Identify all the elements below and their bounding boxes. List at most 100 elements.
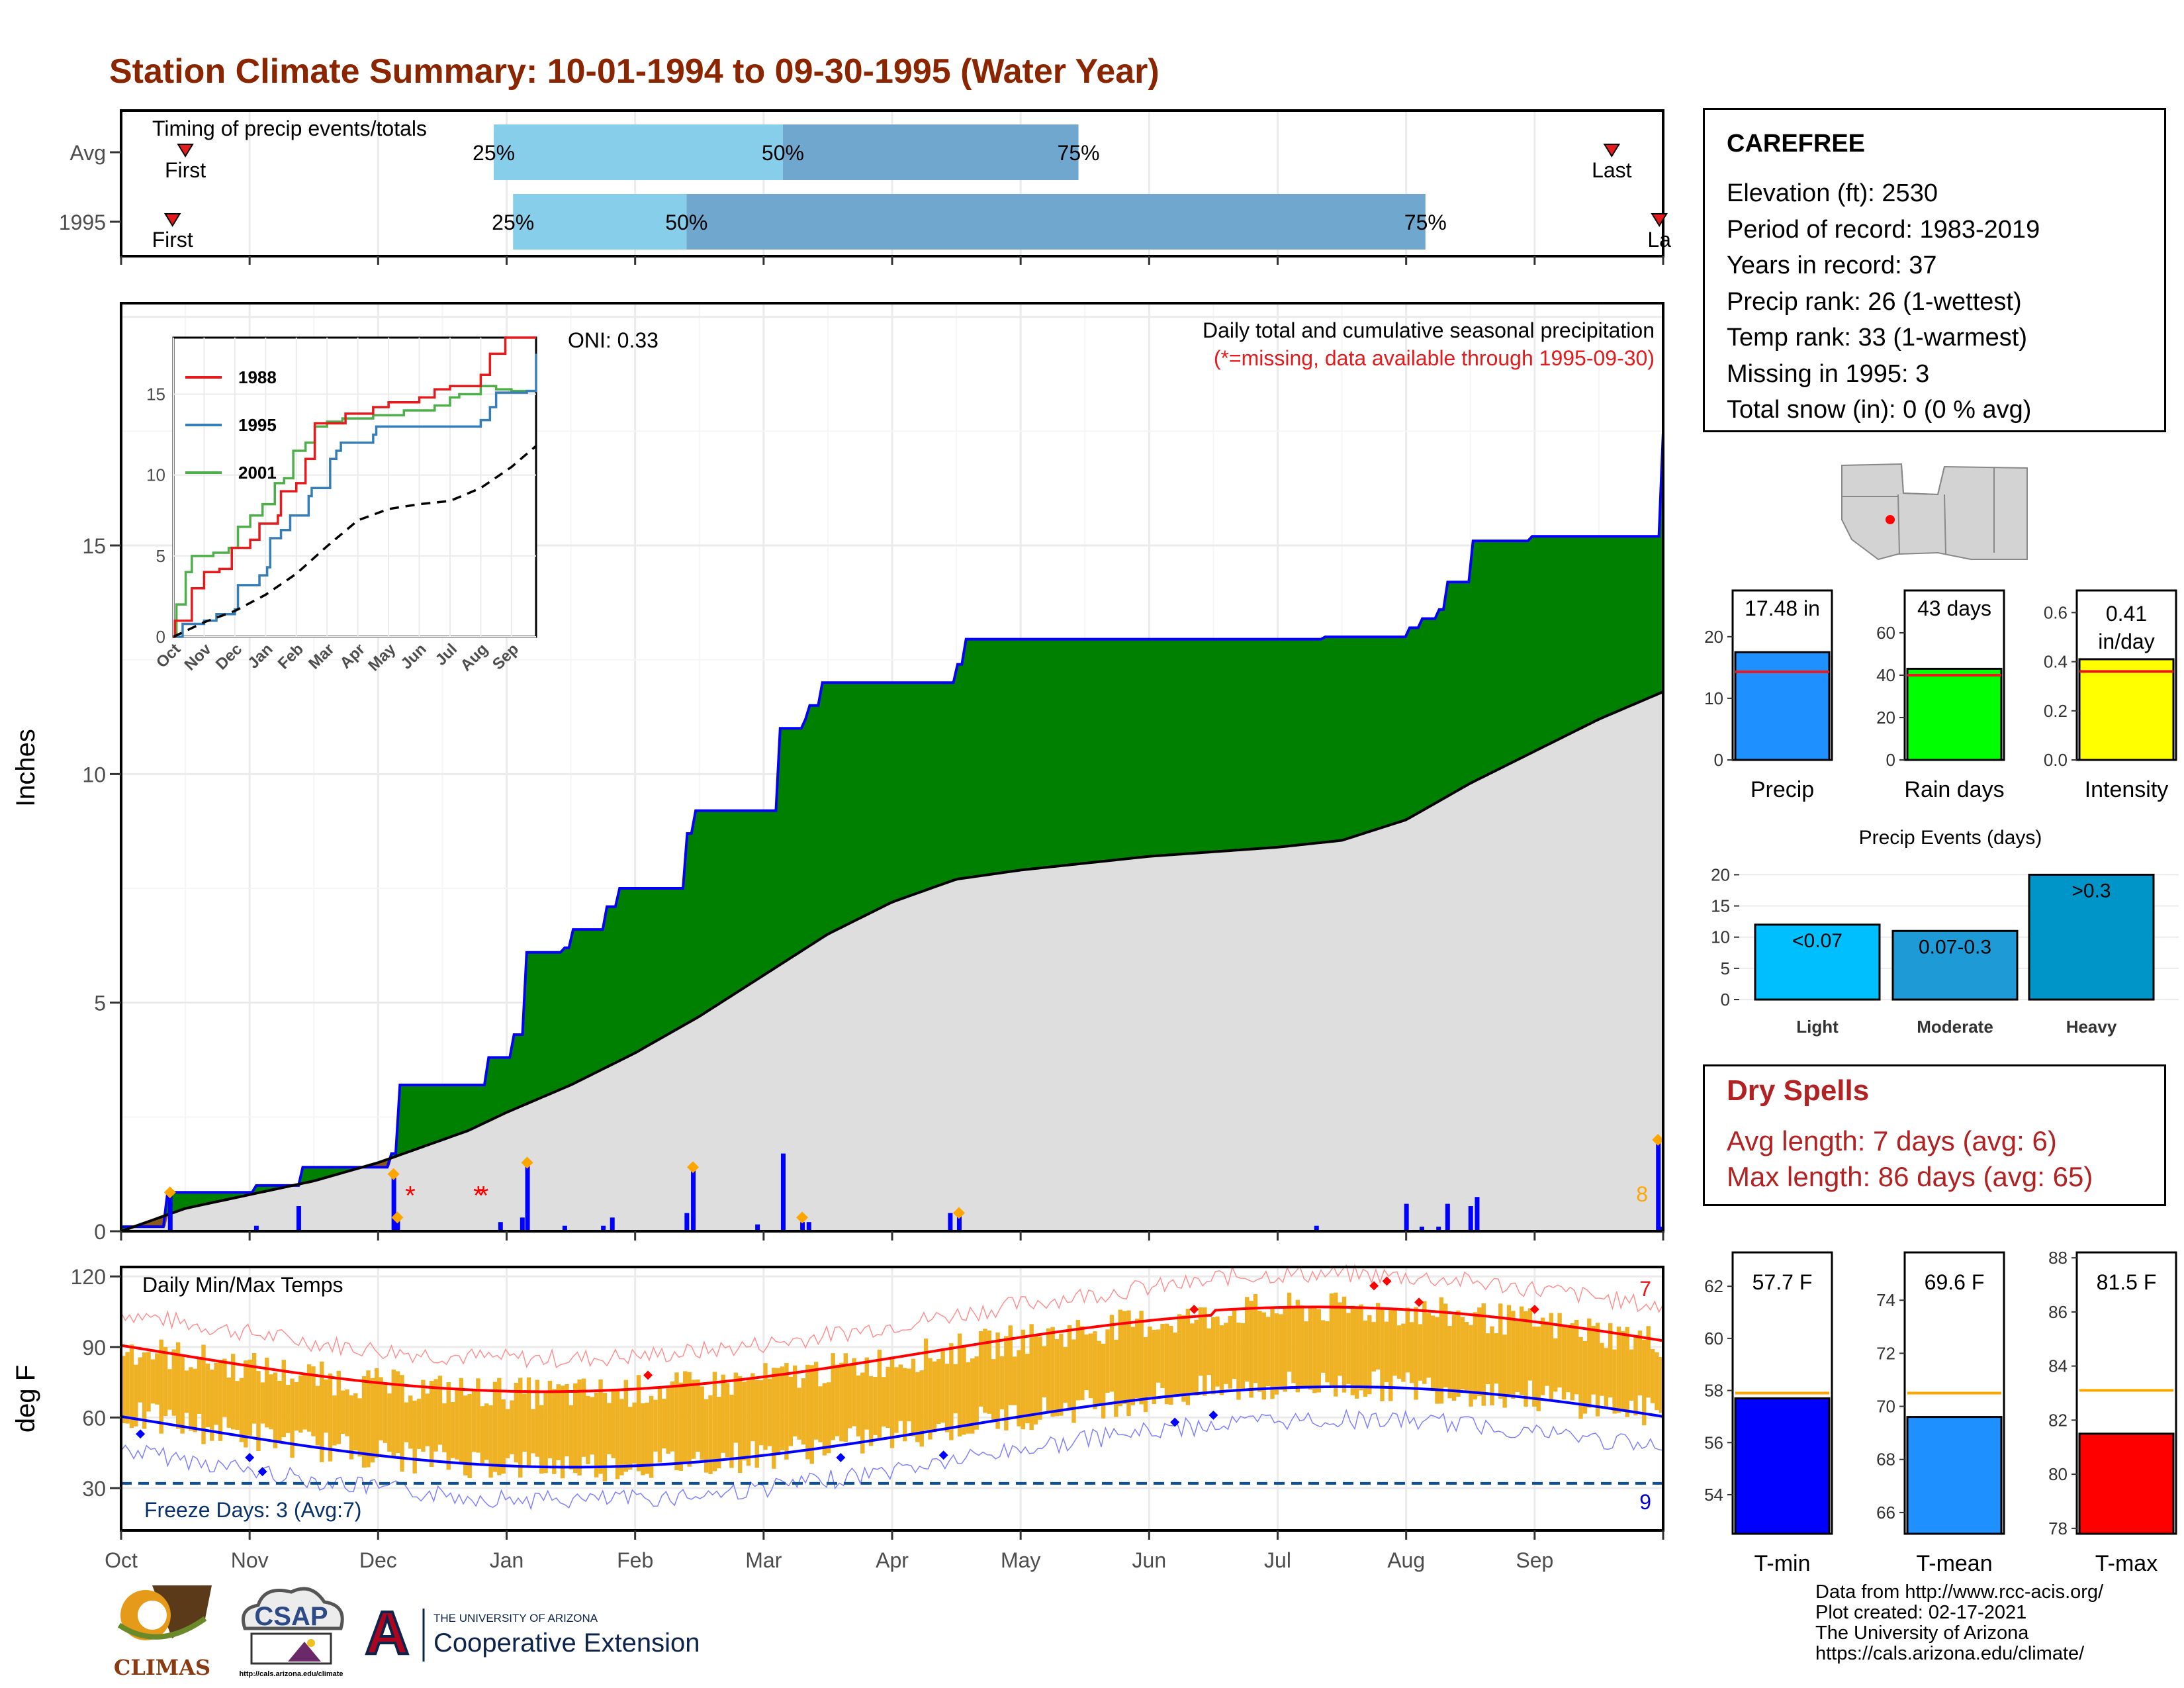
daily-temp-bar	[738, 1376, 743, 1474]
daily-temp-bar	[197, 1358, 202, 1414]
daily-temp-bar	[1430, 1315, 1435, 1389]
daily-temp-bar	[1388, 1307, 1393, 1401]
daily-temp-bar	[484, 1403, 489, 1460]
daily-temp-bar	[932, 1361, 937, 1432]
daily-temp-bar	[497, 1378, 502, 1476]
daily-temp-bar	[949, 1343, 954, 1440]
daily-temp-bar	[653, 1399, 658, 1452]
daily-temp-bar	[1396, 1325, 1402, 1379]
daily-temp-bar	[1194, 1319, 1199, 1396]
daily-temp-bar	[978, 1331, 983, 1407]
daily-temp-bar	[189, 1367, 193, 1431]
daily-temp-bar	[251, 1353, 257, 1424]
temp-summary-value-label: 69.6 F	[1925, 1270, 1985, 1294]
daily-temp-bar	[391, 1369, 396, 1458]
timing-p25-label: 25%	[492, 211, 534, 234]
daily-temp-bar	[657, 1388, 662, 1463]
inset-chart	[172, 336, 537, 638]
temp-summary-y-tick: 62	[1704, 1276, 1723, 1296]
summary-value-bar	[2078, 658, 2175, 761]
credit-line: Plot created: 02-17-2021	[1815, 1602, 2027, 1623]
summary-value-label: 43 days	[1917, 596, 1991, 620]
daily-temp-bar	[666, 1385, 670, 1454]
daily-temp-bar	[598, 1379, 603, 1474]
inset-month-label: Jun	[398, 640, 430, 673]
temp-summary-bar	[2078, 1432, 2175, 1535]
credit-line: The University of Arizona	[1815, 1622, 2029, 1644]
daily-temp-bar	[696, 1379, 700, 1452]
average-max-line	[120, 1305, 1664, 1393]
daily-temp-bar	[1566, 1326, 1570, 1393]
observed-cumulative-line	[121, 432, 1664, 1229]
daily-temp-bar	[1426, 1313, 1431, 1378]
daily-temp-bar	[1380, 1308, 1385, 1401]
summary-y-tick: 10	[1704, 688, 1723, 708]
daily-temp-bar	[1300, 1305, 1304, 1386]
average-min-line	[120, 1385, 1664, 1469]
daily-temp-bar	[827, 1382, 831, 1454]
deficit-area	[121, 1156, 398, 1231]
daily-precip-bar	[296, 1206, 301, 1231]
daily-temp-bar	[805, 1364, 810, 1460]
month-label: Mar	[745, 1548, 782, 1572]
daily-temp-bar	[974, 1356, 979, 1430]
daily-temp-bar	[1384, 1321, 1389, 1383]
daily-temp-bar	[1637, 1331, 1643, 1395]
station-detail-line: Years in record: 37	[1727, 252, 1937, 279]
temp-ylabel: deg F	[11, 1365, 40, 1432]
missing-data-marker: *	[405, 1181, 416, 1210]
daily-temp-bar	[1456, 1310, 1461, 1397]
daily-temp-bar	[1215, 1316, 1220, 1387]
timing-p50-label: 50%	[665, 211, 707, 234]
daily-temp-bar	[1498, 1303, 1503, 1399]
climas-logo: CLIMAS	[106, 1579, 218, 1680]
daily-temp-bar	[400, 1375, 404, 1472]
daily-temp-bar	[873, 1377, 878, 1435]
precip-y-tick: 15	[82, 534, 106, 558]
daily-temp-bar	[518, 1378, 523, 1478]
summary-bars: 0 10 20 17.48 in Precip 0 20 40 60 43 days Rain da…	[1704, 589, 2177, 802]
daily-temp-bar	[1156, 1329, 1161, 1383]
precip-events-chart: Precip Events (days) 0 5 10 15 20 <0.07 Light 0…	[1711, 827, 2179, 1037]
inset-y-tick: 0	[156, 627, 165, 647]
dry-spells-box: Dry Spells Avg length: 7 days (avg: 6) M…	[1703, 1064, 2166, 1206]
daily-temp-bar	[328, 1373, 333, 1462]
record-low-marker	[136, 1429, 146, 1439]
daily-temp-bar	[1253, 1294, 1258, 1383]
daily-precip-bar	[1475, 1197, 1480, 1231]
daily-temp-bar	[222, 1358, 227, 1417]
daily-temp-bar	[813, 1362, 819, 1440]
daily-temp-bar	[1591, 1325, 1596, 1395]
missing-data-marker: *	[473, 1181, 484, 1210]
daily-temp-bar	[1325, 1321, 1330, 1383]
daily-temp-bar	[1359, 1304, 1363, 1391]
daily-temp-bar	[1283, 1306, 1287, 1392]
events-bar	[1891, 929, 2019, 1001]
record-high-marker	[1382, 1276, 1392, 1286]
daily-temp-bar	[425, 1393, 430, 1446]
daily-temp-bar	[1659, 1357, 1664, 1413]
daily-temp-bar	[1655, 1352, 1659, 1411]
daily-temp-bar	[442, 1403, 447, 1452]
daily-temp-bar	[1561, 1325, 1567, 1400]
daily-temp-bar	[1063, 1347, 1068, 1403]
daily-temp-bar	[835, 1364, 840, 1436]
daily-temp-bar	[370, 1378, 375, 1463]
daily-temp-bar	[543, 1393, 548, 1474]
daily-temp-bar	[167, 1369, 172, 1410]
daily-temp-bar	[1109, 1315, 1115, 1392]
daily-temp-bar	[886, 1366, 890, 1429]
events-bar	[2028, 873, 2155, 1001]
daily-temp-bar	[991, 1359, 996, 1421]
csap-text: CSAP	[254, 1602, 328, 1631]
daily-temp-bar	[535, 1380, 539, 1457]
daily-temp-bar	[1524, 1311, 1528, 1407]
daily-temp-bar	[923, 1338, 929, 1430]
daily-temp-bar	[1291, 1308, 1296, 1383]
daily-temp-bar	[556, 1384, 561, 1460]
temp-summary-y-tick: 86	[2048, 1302, 2068, 1322]
freeze-days-label: Freeze Days: 3 (Avg:7)	[144, 1498, 361, 1522]
daily-temp-bar	[269, 1374, 273, 1430]
daily-temp-bar	[1570, 1323, 1574, 1401]
